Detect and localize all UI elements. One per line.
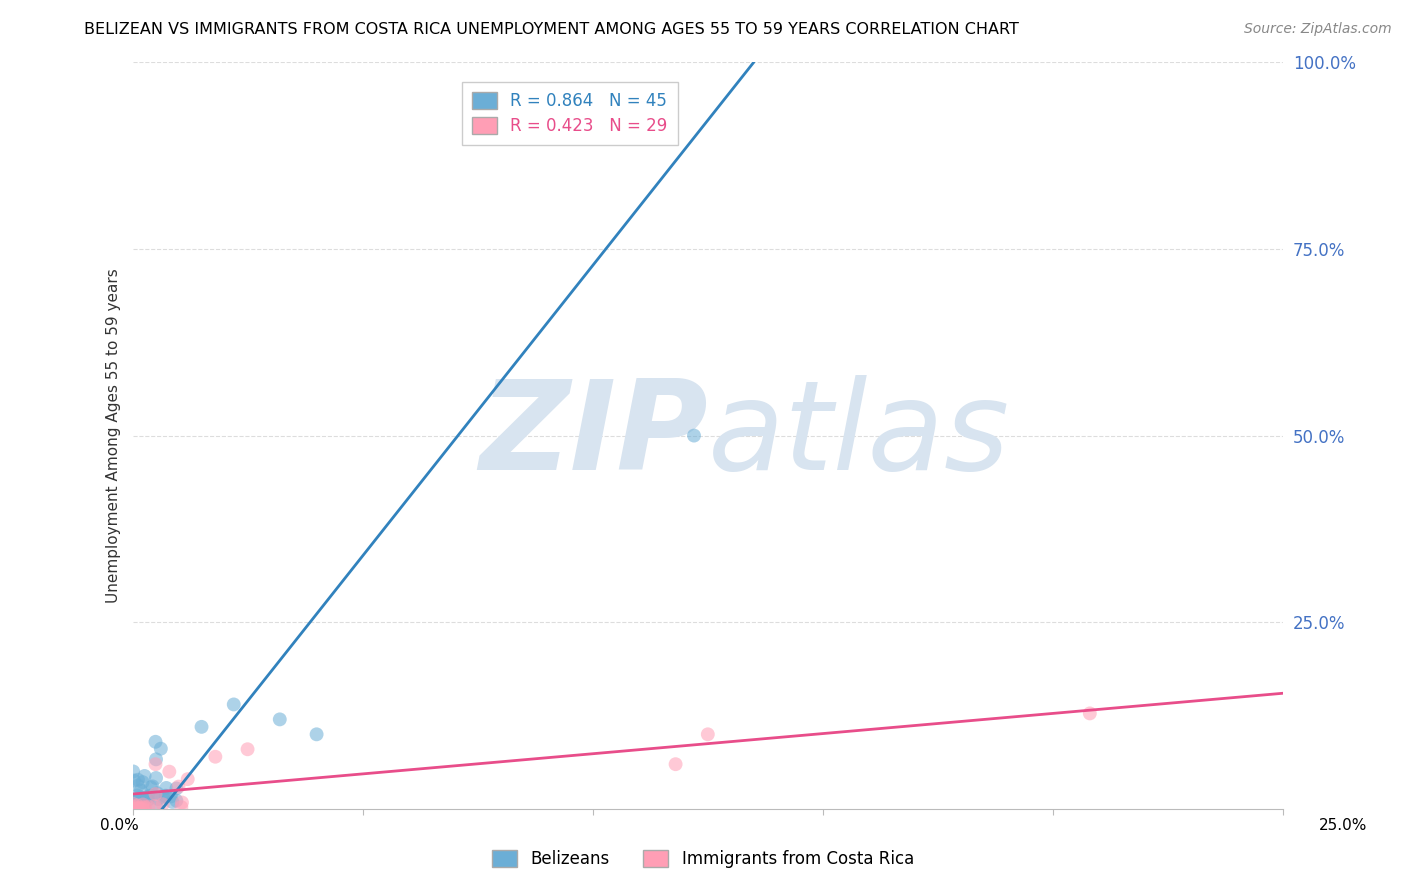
Point [122,802,145,816]
Point [142,780,165,794]
Point [222,698,245,712]
Point [129,795,152,809]
Point [122,800,145,814]
Point [236,742,259,756]
Point [146,801,169,815]
Point [132,797,155,812]
Point [177,772,200,786]
Point [155,789,177,804]
Point [167,780,190,794]
Point [122,797,145,811]
Point [155,789,177,803]
Point [127,789,149,803]
Point [146,792,169,806]
Point [134,769,156,783]
Point [149,741,172,756]
Point [124,802,146,816]
Text: BELIZEAN VS IMMIGRANTS FROM COSTA RICA UNEMPLOYMENT AMONG AGES 55 TO 59 YEARS CO: BELIZEAN VS IMMIGRANTS FROM COSTA RICA U… [84,22,1019,37]
Point [204,749,226,764]
Point [122,797,145,811]
Point [190,720,212,734]
Point [127,772,149,787]
Point [145,771,167,785]
Point [166,781,188,796]
Point [134,801,156,815]
Point [145,735,167,749]
Point [160,789,183,804]
Point [131,800,153,814]
Point [131,775,153,789]
Point [170,796,193,810]
Point [665,757,688,772]
Point [129,783,152,797]
Point [131,802,153,816]
Point [145,787,167,801]
Text: 0.0%: 0.0% [100,818,139,832]
Point [152,797,174,812]
Point [128,790,150,805]
Point [145,752,167,766]
Point [127,798,149,813]
Point [132,791,155,805]
Point [145,757,167,772]
Point [138,799,160,814]
Point [157,764,180,779]
Text: 25.0%: 25.0% [1319,818,1367,832]
Point [162,795,184,809]
Point [122,764,145,779]
Point [305,727,328,741]
Point [155,780,177,795]
Point [127,801,149,815]
Point [146,786,169,800]
Text: atlas: atlas [707,375,1010,496]
Point [127,779,149,793]
Point [134,796,156,810]
Text: ZIP: ZIP [479,375,707,496]
Y-axis label: Unemployment Among Ages 55 to 59 years: Unemployment Among Ages 55 to 59 years [107,268,121,603]
Point [124,794,146,808]
Point [122,801,145,815]
Point [136,793,159,807]
Legend: R = 0.864   N = 45, R = 0.423   N = 29: R = 0.864 N = 45, R = 0.423 N = 29 [463,82,678,145]
Point [143,799,166,814]
Point [132,797,155,811]
Point [122,773,145,788]
Legend: Belizeans, Immigrants from Costa Rica: Belizeans, Immigrants from Costa Rica [485,843,921,875]
Point [134,791,156,805]
Point [139,789,162,803]
Point [131,800,153,814]
Text: Source: ZipAtlas.com: Source: ZipAtlas.com [1244,22,1392,37]
Point [122,795,145,809]
Point [129,801,152,815]
Point [165,794,187,808]
Point [124,794,146,808]
Point [1078,706,1101,721]
Point [138,789,160,804]
Point [683,428,706,442]
Point [170,800,193,814]
Point [139,780,162,795]
Point [122,799,145,814]
Point [128,802,150,816]
Point [134,800,156,814]
Point [152,789,174,804]
Point [269,712,291,726]
Point [696,727,718,741]
